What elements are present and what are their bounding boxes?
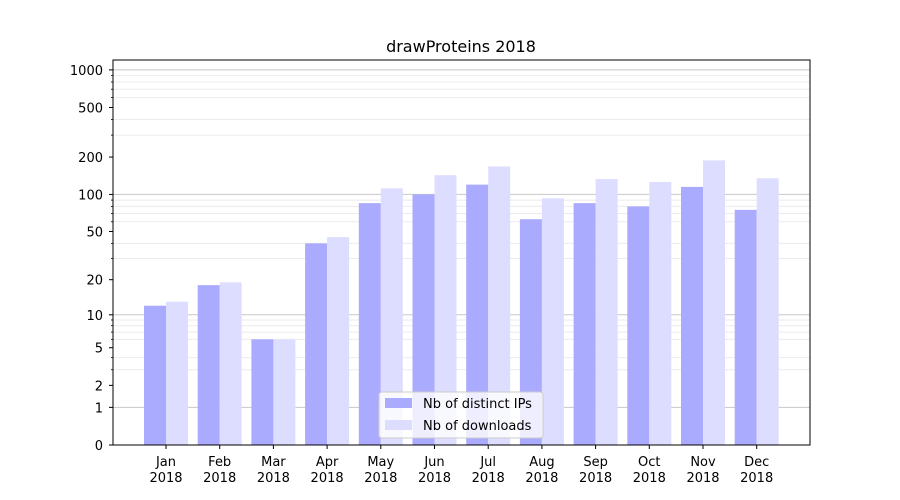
legend: Nb of distinct IPs Nb of downloads [378, 391, 544, 439]
legend-box [378, 391, 544, 439]
bars-layer [144, 160, 779, 446]
x-tick-label-year: 2018 [472, 471, 505, 486]
x-tick-label-month: Nov [690, 455, 716, 470]
legend-label-downloads: Nb of downloads [423, 419, 532, 434]
bar-distinct-ips [627, 206, 650, 445]
x-tick-label-year: 2018 [686, 471, 719, 486]
bar-distinct-ips [412, 194, 435, 445]
bar-downloads [327, 237, 350, 445]
x-tick-label-month: Dec [744, 455, 769, 470]
x-axis: Jan2018Feb2018Mar2018Apr2018May2018Jun20… [149, 445, 773, 486]
x-tick-label-year: 2018 [740, 471, 773, 486]
legend-swatch-downloads [385, 420, 412, 430]
bar-downloads [649, 181, 672, 445]
bar-downloads [541, 198, 564, 445]
x-tick-label-year: 2018 [579, 471, 612, 486]
x-tick-label-year: 2018 [633, 471, 666, 486]
bar-downloads [273, 339, 296, 445]
x-tick-label-month: Aug [529, 455, 554, 470]
x-tick-label-year: 2018 [364, 471, 397, 486]
plot-frame [112, 59, 811, 446]
bar-downloads [166, 301, 188, 445]
bar-distinct-ips [305, 243, 328, 445]
x-tick-label-month: Sep [583, 455, 608, 470]
y-tick-label: 200 [78, 151, 103, 166]
x-tick-label-month: Oct [638, 455, 660, 470]
bar-downloads [488, 166, 511, 445]
bar-downloads [434, 175, 457, 445]
x-tick-label-month: Apr [316, 455, 339, 470]
x-tick-label-year: 2018 [203, 471, 236, 486]
bar-downloads [595, 179, 618, 445]
y-tick-label: 2 [95, 379, 103, 394]
y-tick-label: 10 [86, 309, 103, 324]
y-tick-label: 5 [95, 342, 103, 357]
bar-distinct-ips [466, 184, 489, 445]
bar-distinct-ips [573, 203, 596, 445]
bar-distinct-ips [734, 209, 757, 445]
bar-distinct-ips [681, 186, 703, 445]
bar-downloads [703, 160, 725, 446]
bar-distinct-ips [251, 339, 274, 445]
bar-distinct-ips [144, 305, 166, 445]
y-tick-label: 0 [95, 439, 103, 454]
bar-downloads [756, 178, 779, 445]
legend-swatch-distinct-ips [385, 398, 412, 408]
y-tick-label: 20 [86, 274, 103, 289]
y-axis: 0 1 2 5 10 20 50 100 200 500 1000 [70, 64, 113, 454]
x-tick-label-month: May [367, 455, 394, 470]
bar-downloads [219, 282, 242, 445]
bar-distinct-ips [197, 285, 220, 445]
legend-label-distinct-ips: Nb of distinct IPs [423, 397, 532, 412]
x-tick-label-month: Jan [155, 455, 176, 470]
bar-distinct-ips [519, 219, 542, 445]
x-tick-label-month: Mar [261, 455, 286, 470]
y-tick-label: 1000 [70, 64, 103, 79]
chart-title: drawProteins 2018 [386, 37, 536, 56]
x-tick-label-month: Jul [479, 455, 496, 470]
bar-downloads [380, 188, 403, 445]
x-tick-label-year: 2018 [525, 471, 558, 486]
y-tick-label: 500 [78, 101, 103, 116]
x-tick-label-year: 2018 [418, 471, 451, 486]
x-tick-label-year: 2018 [257, 471, 290, 486]
x-tick-label-year: 2018 [311, 471, 344, 486]
x-tick-label-month: Feb [208, 455, 231, 470]
y-tick-label: 1 [95, 401, 103, 416]
x-tick-label-month: Jun [423, 455, 444, 470]
y-tick-label: 100 [78, 188, 103, 203]
x-tick-label-year: 2018 [149, 471, 182, 486]
bar-distinct-ips [358, 203, 381, 445]
y-tick-label: 50 [86, 226, 103, 241]
